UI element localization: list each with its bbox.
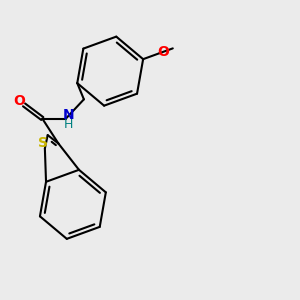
Text: H: H: [64, 118, 74, 131]
Text: O: O: [13, 94, 25, 108]
Text: S: S: [38, 136, 48, 150]
Text: O: O: [158, 45, 169, 59]
Text: N: N: [63, 108, 75, 122]
